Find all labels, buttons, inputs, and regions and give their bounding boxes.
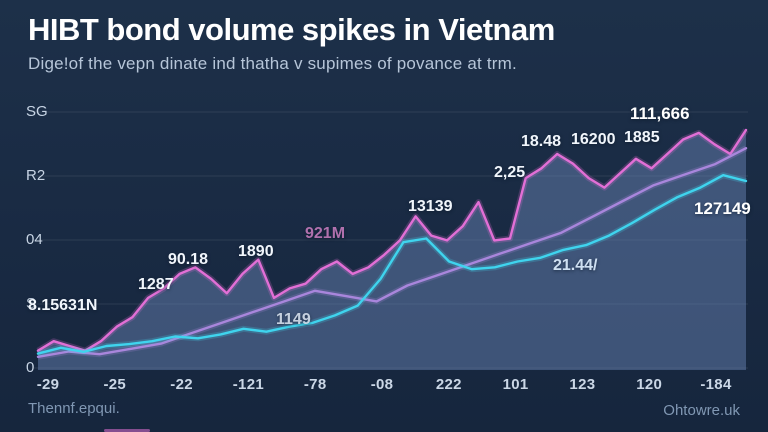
point-label: 18.48 <box>521 133 562 150</box>
x-axis-label: -08 <box>370 376 394 393</box>
x-axis-label: -121 <box>232 376 264 393</box>
point-label: 1885 <box>624 129 660 146</box>
x-axis-label: 120 <box>636 376 663 393</box>
x-axis-label: -22 <box>170 376 193 393</box>
y-axis-label: S <box>26 295 37 312</box>
series-line-bond-volume-secondary <box>36 147 748 358</box>
chart-subtitle: Dige!of the vepn dinate ind thatha v sup… <box>28 54 517 73</box>
point-label: 2,25 <box>494 164 526 181</box>
y-axis-label: SG <box>26 103 48 120</box>
corner-accent-mark <box>104 429 150 432</box>
series-area-bond-volume-main <box>38 130 746 370</box>
point-label: 127149 <box>694 199 751 218</box>
y-axis-label: R2 <box>26 167 46 184</box>
x-axis-label: -25 <box>103 376 127 393</box>
x-axis-label: 101 <box>502 376 529 393</box>
x-axis-label: -184 <box>700 376 732 393</box>
point-label: 90.18 <box>168 251 209 268</box>
x-axis-label: 222 <box>435 376 462 393</box>
y-axis-label: 0 <box>26 359 35 376</box>
series-line-bond-volume-cyan <box>36 174 748 355</box>
point-label: 1287 <box>138 276 174 293</box>
x-axis-label: -78 <box>303 376 327 393</box>
point-label: 16200 <box>571 131 616 148</box>
footer-site: Ohtowre.uk <box>663 402 740 419</box>
x-axis-label: -29 <box>36 376 60 393</box>
point-label: 921M <box>305 225 346 242</box>
point-label: 21.44/ <box>553 257 598 274</box>
point-label: 8.15631N <box>28 297 98 314</box>
x-axis-label: 123 <box>569 376 596 393</box>
y-axis-label: 04 <box>26 231 43 248</box>
footer-source: Thennf.epqui. <box>28 400 120 417</box>
point-label: 13139 <box>408 198 453 215</box>
series-line-bond-volume-main <box>36 128 748 352</box>
point-label: 111,666 <box>630 104 690 123</box>
point-label: 1149 <box>276 311 311 328</box>
chart-title: HIBT bond volume spikes in Vietnam <box>28 12 555 47</box>
point-label: 1890 <box>238 243 274 260</box>
